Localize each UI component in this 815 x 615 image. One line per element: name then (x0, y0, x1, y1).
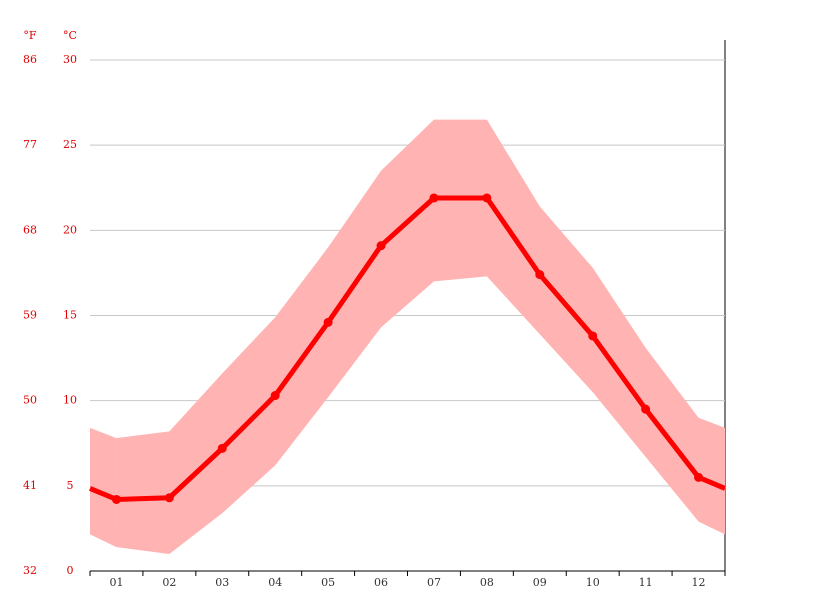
point (641, 404, 651, 414)
x-tick-label: 04 (268, 576, 282, 589)
point (376, 241, 386, 251)
point (535, 270, 545, 280)
x-tick-label: 12 (692, 576, 706, 589)
x-tick-label: 02 (162, 576, 176, 589)
point (588, 331, 598, 341)
point (111, 494, 121, 504)
y2-tick-label: 41 (23, 479, 37, 492)
point (429, 193, 439, 203)
range-edge (90, 427, 117, 548)
x-tick-label: 11 (639, 576, 653, 589)
range-area (116, 119, 699, 554)
x-tick-label: 08 (480, 576, 494, 589)
x-tick-label: 01 (109, 576, 123, 589)
x-tick-label: 06 (374, 576, 388, 589)
y2-tick-label: 50 (23, 394, 37, 407)
x-tick-label: 09 (533, 576, 547, 589)
point (270, 391, 280, 401)
y2-tick-label: 32 (23, 564, 37, 577)
y2-tick-label: 86 (23, 53, 37, 66)
y-tick-label: 25 (63, 138, 77, 151)
line-edge (89, 475, 726, 502)
y-tick-label: 0 (67, 564, 74, 577)
y-tick-label: 5 (67, 479, 74, 492)
x-tick-label: 05 (321, 576, 335, 589)
line (116, 195, 701, 502)
point (164, 493, 174, 503)
y2-unit: °F (23, 29, 37, 42)
point (694, 472, 704, 482)
y-tick-label: 10 (63, 394, 77, 407)
y-tick-label: 15 (63, 309, 77, 322)
x-tick-label: 03 (215, 576, 229, 589)
point (217, 443, 227, 453)
x-tick-label: 10 (586, 576, 600, 589)
y-unit: °C (63, 29, 77, 42)
point (323, 317, 333, 327)
y2-tick-label: 59 (23, 309, 37, 322)
x-tick-label: 07 (427, 576, 441, 589)
y2-tick-label: 77 (23, 138, 37, 151)
point (482, 193, 492, 203)
y-tick-label: 30 (63, 53, 77, 66)
y2-tick-label: 68 (23, 223, 37, 236)
range-edge (698, 417, 725, 535)
y-tick-label: 20 (63, 223, 77, 236)
